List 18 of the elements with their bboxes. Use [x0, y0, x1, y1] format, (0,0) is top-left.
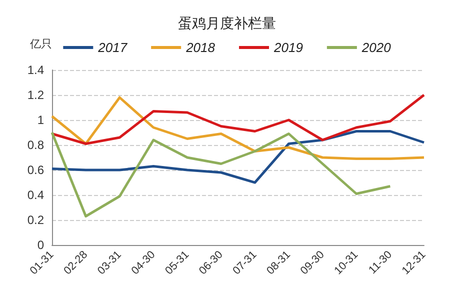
y-tick-label: 0.6 — [27, 163, 44, 177]
legend-label: 2018 — [185, 40, 216, 55]
y-tick-label: 0 — [37, 238, 44, 252]
y-axis-title: 亿只 — [29, 38, 52, 50]
legend-label: 2020 — [360, 40, 392, 55]
y-tick-label: 0.8 — [27, 138, 44, 152]
y-tick-label: 0.2 — [27, 213, 44, 227]
y-tick-label: 1 — [37, 113, 44, 127]
chart-title: 蛋鸡月度补栏量 — [178, 16, 276, 32]
line-series — [50, 131, 392, 218]
legend-label: 2017 — [97, 40, 128, 55]
y-tick-label: 0.4 — [27, 188, 44, 202]
line-series — [50, 130, 426, 184]
line-series — [50, 94, 426, 145]
line-series — [50, 96, 426, 160]
y-tick-label: 1.4 — [27, 63, 44, 77]
legend-label: 2019 — [273, 40, 303, 55]
y-tick-label: 1.2 — [27, 88, 44, 102]
